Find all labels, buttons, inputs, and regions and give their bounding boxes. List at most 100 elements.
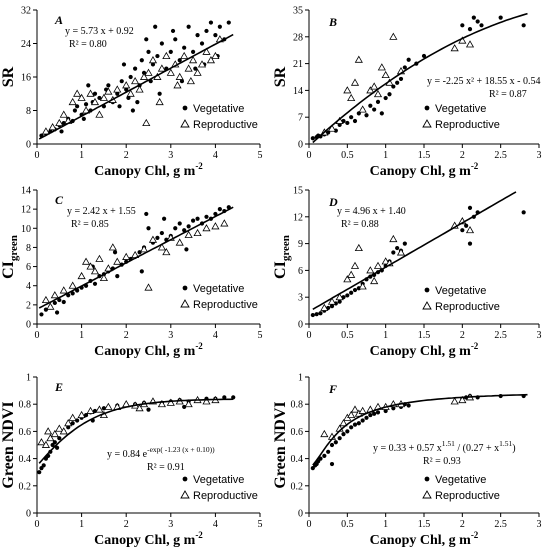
data-point: [204, 28, 209, 34]
x-tick-label: 0: [307, 519, 312, 530]
data-point: [222, 395, 227, 400]
data-point: [377, 63, 386, 71]
panel-d: 0 0.5 1 1.5 2 2.5 3 0 3 6 9 12 15 Canopy Chl, g m-2 CI…: [272, 186, 542, 360]
data-point: [157, 399, 166, 408]
y-tick-label: 0.4: [291, 454, 304, 465]
data-point: [135, 404, 144, 412]
y-axis-title-text: SR: [272, 66, 289, 87]
y-tick-label: 0: [298, 509, 303, 520]
x-tick-label: 5: [258, 519, 263, 530]
data-point: [144, 68, 153, 76]
x-tick-label: 1: [383, 519, 388, 530]
data-point: [310, 312, 315, 318]
legend-marker-vegetative: [424, 105, 430, 111]
fit-line: [38, 33, 234, 140]
legend-label-vegetative: Vegetative: [193, 283, 244, 295]
data-point: [157, 91, 162, 96]
data-point: [381, 257, 390, 265]
data-point: [99, 93, 108, 101]
data-point: [327, 124, 337, 132]
data-point: [217, 24, 222, 29]
data-point: [108, 243, 117, 251]
data-point: [211, 222, 220, 230]
data-point: [217, 207, 222, 212]
r-squared-text: R² = 0.85: [71, 219, 109, 230]
data-point: [182, 404, 187, 410]
y-axis-title: CIgreen: [272, 235, 292, 279]
y-axis-title-text: Green NDVI: [272, 401, 289, 488]
legend: Vegetative Reproductive: [180, 103, 258, 131]
x-axis-title: Canopy Chl, g m-2: [94, 161, 203, 179]
data-point: [41, 440, 51, 448]
series-reproductive: [320, 217, 475, 311]
x-axis-title-sup: -2: [195, 530, 203, 540]
data-point: [59, 110, 68, 118]
legend-label-vegetative: Vegetative: [435, 474, 486, 486]
legend: Vegetative Reproductive: [422, 103, 500, 131]
data-point: [150, 62, 156, 67]
data-point: [46, 433, 55, 442]
x-tick-label: 2.5: [494, 519, 507, 530]
data-point: [122, 81, 131, 89]
data-point: [186, 76, 195, 85]
y-tick-label: 0.2: [291, 481, 304, 492]
y-tick-label: 32: [21, 6, 31, 17]
data-point: [179, 79, 185, 84]
panel-e: 0 1 2 3 4 5 0 0.2 0.4 0.6 0.8 1 Canopy Chl, g m-2 Gre…: [0, 373, 263, 549]
data-point: [379, 111, 384, 116]
r-squared-text: R² = 0.93: [423, 456, 461, 467]
y-tick-label: 0.8: [19, 400, 32, 411]
legend-label-reproductive: Reproductive: [193, 490, 258, 502]
data-point: [467, 205, 473, 210]
data-point: [322, 453, 327, 458]
data-point: [95, 254, 104, 262]
legend-marker-reproductive: [180, 490, 190, 499]
data-point: [104, 402, 113, 410]
x-tick-label: 1: [79, 330, 84, 341]
data-point: [467, 27, 473, 32]
data-point: [337, 299, 342, 304]
data-point: [144, 283, 153, 291]
data-point: [310, 136, 315, 141]
data-point: [402, 65, 407, 70]
data-point: [37, 470, 42, 475]
data-point: [86, 89, 95, 97]
data-point: [337, 436, 342, 441]
equation-exponent: 1.51: [442, 439, 455, 448]
data-point: [189, 56, 198, 64]
data-point: [75, 104, 80, 109]
x-tick-label: 1: [383, 150, 388, 161]
data-point: [395, 80, 400, 85]
data-point: [75, 418, 80, 423]
x-tick-label: 0.5: [341, 150, 354, 161]
panel-letter: D: [328, 195, 338, 209]
data-point: [86, 83, 91, 88]
data-point: [61, 299, 66, 305]
data-point: [326, 449, 331, 454]
data-point: [226, 20, 231, 25]
data-point: [349, 115, 354, 120]
data-point: [202, 224, 211, 232]
data-point: [157, 64, 166, 72]
equation-exponent: 1.51: [499, 439, 512, 448]
y-tick-label: 35: [293, 6, 303, 17]
data-point: [182, 45, 187, 50]
data-point: [55, 424, 64, 432]
data-point: [402, 241, 407, 246]
data-point: [387, 92, 392, 97]
data-point: [180, 51, 189, 60]
data-point: [41, 127, 51, 135]
data-point: [126, 95, 131, 101]
data-point: [471, 15, 476, 20]
x-axis-title-sup: -2: [471, 530, 479, 540]
data-point: [173, 37, 178, 42]
x-tick-label: 0: [35, 519, 40, 530]
x-tick-label: 1: [79, 150, 84, 161]
data-point: [64, 419, 73, 427]
x-tick-label: 2: [124, 150, 129, 161]
y-tick-label: 0.2: [19, 481, 32, 492]
data-point: [396, 248, 406, 256]
data-point: [184, 399, 193, 408]
